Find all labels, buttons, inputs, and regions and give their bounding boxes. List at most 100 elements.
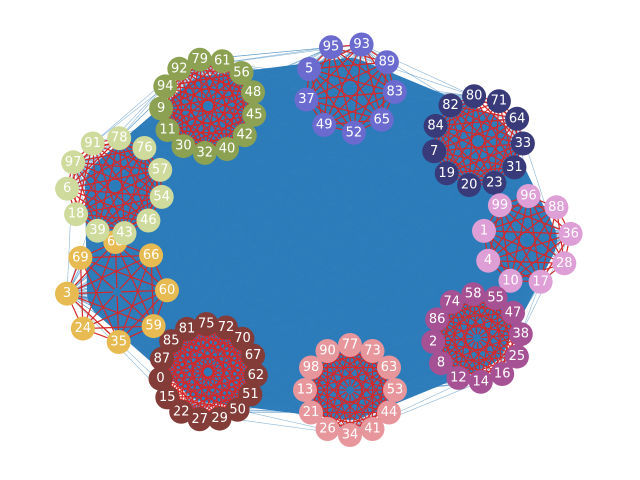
node-label: 45 <box>246 107 263 122</box>
graph-node: 46 <box>136 208 161 233</box>
graph-node: 88 <box>544 195 569 220</box>
graph-node: 44 <box>377 400 401 425</box>
graph-node: 6 <box>55 176 80 201</box>
graph-node: 80 <box>462 84 487 109</box>
node-label: 98 <box>303 360 320 375</box>
graph-node: 41 <box>360 417 385 441</box>
graph-node: 69 <box>68 245 93 270</box>
node-label: 71 <box>491 94 508 109</box>
node-label: 79 <box>192 52 209 67</box>
graph-node: 96 <box>516 184 541 208</box>
graph-node: 94 <box>153 74 178 99</box>
graph-node: 2 <box>421 329 446 354</box>
graph-node: 13 <box>293 378 317 402</box>
node-label: 73 <box>364 344 381 359</box>
graph-node: 49 <box>312 112 337 137</box>
node-label: 25 <box>509 349 526 364</box>
graph-node: 36 <box>558 221 583 246</box>
graph-node: 54 <box>149 184 174 209</box>
node-label: 9 <box>157 101 165 116</box>
graph-node: 74 <box>439 290 464 314</box>
graph-node: 10 <box>498 268 523 293</box>
graph-node: 67 <box>241 343 266 368</box>
node-label: 20 <box>461 178 478 193</box>
node-label: 78 <box>111 131 128 146</box>
node-label: 54 <box>153 189 170 204</box>
graph-node: 64 <box>505 106 530 131</box>
node-label: 99 <box>492 198 509 213</box>
node-label: 58 <box>465 287 482 302</box>
graph-node: 53 <box>383 378 407 402</box>
node-label: 53 <box>387 383 404 398</box>
node-label: 80 <box>466 89 483 104</box>
node-label: 34 <box>342 428 359 443</box>
graph-node: 42 <box>232 123 257 148</box>
node-label: 90 <box>319 344 336 359</box>
node-label: 94 <box>157 79 174 94</box>
graph-node: 37 <box>294 87 319 112</box>
graph-node: 58 <box>461 282 486 307</box>
node-label: 56 <box>233 66 250 81</box>
graph-node: 75 <box>194 312 219 336</box>
graph-node: 62 <box>243 363 268 388</box>
node-label: 3 <box>63 286 71 301</box>
graph-node: 24 <box>70 316 95 341</box>
graph-node: 61 <box>210 49 235 74</box>
node-label: 42 <box>237 128 254 143</box>
node-label: 14 <box>473 374 490 389</box>
node-label: 82 <box>442 98 459 113</box>
graph-node: 71 <box>486 89 511 114</box>
node-label: 5 <box>305 62 313 77</box>
node-label: 63 <box>381 360 398 375</box>
graph-node: 4 <box>476 248 501 273</box>
node-label: 16 <box>494 367 511 382</box>
graph-node: 40 <box>215 137 239 161</box>
node-label: 64 <box>509 111 526 126</box>
node-label: 52 <box>346 125 363 140</box>
node-label: 66 <box>143 248 160 263</box>
node-label: 69 <box>72 250 89 265</box>
graph-node: 18 <box>64 202 89 227</box>
node-label: 87 <box>154 351 171 366</box>
graph-node: 73 <box>360 339 385 363</box>
node-label: 77 <box>342 338 359 353</box>
graph-node: 14 <box>468 369 493 394</box>
node-label: 76 <box>136 141 153 156</box>
graph-node: 19 <box>434 161 459 186</box>
graph-node: 57 <box>148 157 173 182</box>
graph-node: 29 <box>207 406 232 431</box>
graph-node: 66 <box>139 243 164 268</box>
node-label: 89 <box>379 55 396 70</box>
node-label: 93 <box>353 37 370 52</box>
graph-node: 65 <box>369 107 394 132</box>
graph-node: 92 <box>167 56 192 81</box>
node-label: 95 <box>323 40 340 55</box>
graph-node: 43 <box>112 221 137 246</box>
graph-node: 86 <box>425 307 450 332</box>
node-label: 13 <box>297 383 314 398</box>
graph-node: 56 <box>229 61 254 85</box>
node-label: 2 <box>429 334 437 349</box>
graph-node: 17 <box>528 269 553 294</box>
graph-node: 26 <box>315 417 340 441</box>
node-label: 7 <box>430 144 438 159</box>
graph-node: 38 <box>508 322 533 347</box>
graph-node: 31 <box>502 155 527 180</box>
graph-node: 39 <box>85 218 110 243</box>
node-label: 29 <box>211 411 228 426</box>
graph-node: 82 <box>438 93 463 118</box>
node-label: 74 <box>444 295 461 310</box>
graph-node: 11 <box>155 118 180 142</box>
graph-node: 30 <box>171 134 196 159</box>
node-label: 28 <box>556 256 573 271</box>
node-label: 70 <box>234 331 251 346</box>
graph-node: 47 <box>501 300 525 325</box>
graph-node: 99 <box>487 193 512 218</box>
graph-node: 12 <box>446 365 471 390</box>
node-label: 43 <box>116 226 133 241</box>
graph-node: 90 <box>315 339 340 363</box>
node-label: 61 <box>214 54 231 69</box>
node-label: 85 <box>163 334 180 349</box>
node-label: 6 <box>63 181 71 196</box>
graph-node: 98 <box>299 355 323 380</box>
